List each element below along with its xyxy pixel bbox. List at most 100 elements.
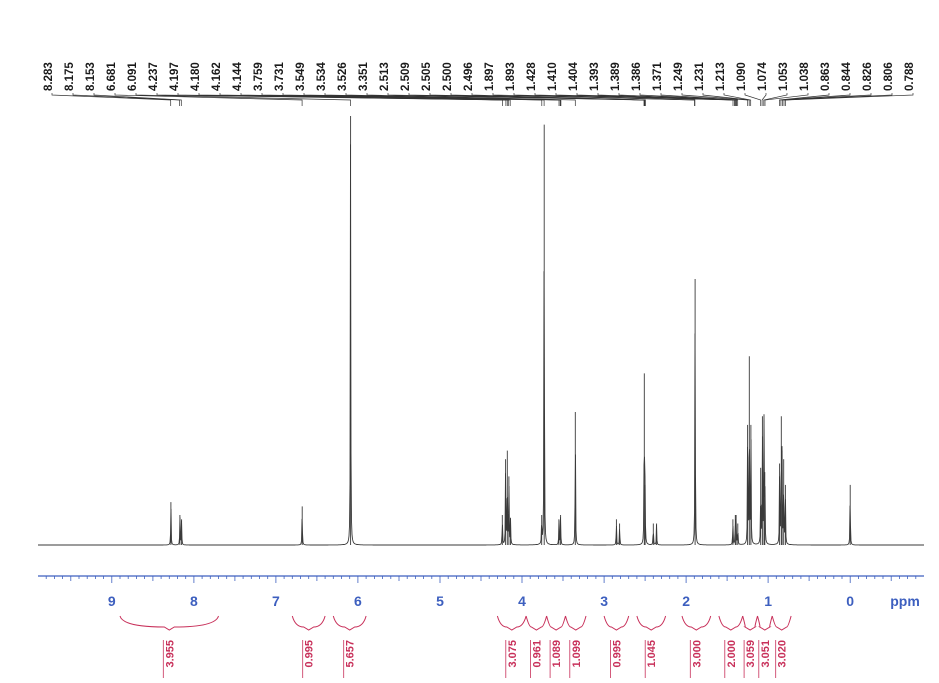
peak-label: 4.237 xyxy=(148,62,160,91)
peak-label: 4.180 xyxy=(190,62,202,91)
peak-label: 0.826 xyxy=(862,62,874,91)
peak-labels: 8.283 8.175 8.153 6.681 6.091 4.237 4.197 4.180… xyxy=(43,62,916,91)
integral-bracket xyxy=(718,615,744,631)
spectrum-line xyxy=(38,144,924,546)
x-axis-tick-label: 0 xyxy=(846,593,854,609)
peak-leader-line xyxy=(764,93,809,106)
peak-leader-line xyxy=(783,93,893,106)
peak-leader-line xyxy=(744,93,762,106)
peak-label: 1.213 xyxy=(715,62,727,91)
integral-bracket xyxy=(119,615,219,631)
peak-label: 1.090 xyxy=(736,62,748,91)
x-axis-tick-label: 7 xyxy=(272,593,280,609)
integral-bracket xyxy=(525,615,548,631)
integral-value: 3.075 xyxy=(507,640,519,668)
peak-leader-line xyxy=(72,93,180,106)
integral-value: 3.020 xyxy=(777,640,789,668)
peak-leader-line xyxy=(513,93,696,106)
peak-label: 2.513 xyxy=(379,62,391,91)
integral-value: 3.051 xyxy=(760,640,772,668)
peak-label: 2.496 xyxy=(463,62,475,91)
integral-value: 0.995 xyxy=(611,640,623,668)
peak-label: 3.534 xyxy=(316,62,328,91)
integrals: 3.955 0.995 5.657 3.075 0.961 1.089 1.099 0.995… xyxy=(119,615,792,678)
integral-value: 1.089 xyxy=(551,640,563,668)
integral-value: 0.995 xyxy=(304,640,316,668)
integral-bracket xyxy=(636,615,667,631)
integral-bracket xyxy=(757,615,773,631)
integral-value: 3.000 xyxy=(691,640,703,668)
integral-bracket xyxy=(742,615,758,631)
peak-leader-line xyxy=(779,93,830,106)
peak-leader-line xyxy=(639,93,737,106)
peak-label: 8.153 xyxy=(85,62,97,91)
peak-leader-line xyxy=(240,93,511,106)
peak-label: 3.549 xyxy=(295,62,307,91)
peak-label: 0.863 xyxy=(820,62,832,91)
peak-label: 3.526 xyxy=(337,62,349,91)
x-axis-tick-label: 9 xyxy=(108,593,116,609)
peak-label: 3.759 xyxy=(253,62,265,91)
peak-leader-line xyxy=(282,93,545,106)
peak-leader-line xyxy=(780,93,851,106)
x-axis-tick-label: 2 xyxy=(682,593,690,609)
peak-label: 1.410 xyxy=(547,62,559,91)
peak-label: 3.731 xyxy=(274,62,286,91)
integral-bracket xyxy=(681,615,712,631)
peak-leader-line xyxy=(345,93,562,106)
peak-label: 1.231 xyxy=(694,62,706,91)
peak-leader-line xyxy=(114,93,303,106)
integral-bracket xyxy=(546,615,566,631)
x-axis-unit-label: ppm xyxy=(890,593,920,609)
integral-bracket xyxy=(332,615,367,631)
peak-label: 1.053 xyxy=(778,62,790,91)
peak-label: 2.505 xyxy=(421,62,433,91)
spectrum-plot xyxy=(38,116,924,546)
x-axis-tick-label: 4 xyxy=(518,593,526,609)
peak-leader-line xyxy=(135,93,351,106)
peak-leader-line xyxy=(763,93,788,106)
peak-leader-line xyxy=(51,93,172,106)
peak-leader-line xyxy=(576,93,736,106)
x-axis-tick-label: 8 xyxy=(190,593,198,609)
peak-leader-line xyxy=(782,93,872,106)
peak-label: 1.897 xyxy=(484,62,496,91)
integral-bracket xyxy=(496,615,527,631)
peak-label: 1.371 xyxy=(652,62,664,91)
peak-label: 0.844 xyxy=(841,62,853,91)
peak-label: 1.893 xyxy=(505,62,517,91)
peak-label: 1.428 xyxy=(526,62,538,91)
peak-label: 0.788 xyxy=(904,62,916,91)
peak-label: 1.074 xyxy=(757,62,769,91)
peak-label: 6.681 xyxy=(106,62,118,91)
peak-leader-line xyxy=(93,93,182,106)
peak-label: 1.386 xyxy=(631,62,643,91)
integral-value: 0.961 xyxy=(531,640,543,668)
peak-leader-line xyxy=(660,93,739,106)
integral-value: 1.099 xyxy=(571,640,583,668)
integral-value: 5.657 xyxy=(345,640,357,668)
x-axis-tick-label: 1 xyxy=(764,593,772,609)
peak-leader-line xyxy=(723,93,752,106)
peak-label: 8.283 xyxy=(43,62,55,91)
integral-bracket xyxy=(771,615,792,631)
x-axis-tick-label: 5 xyxy=(436,593,444,609)
peak-leader-line xyxy=(366,93,576,106)
peak-leader-line xyxy=(761,93,767,106)
peak-leader-line xyxy=(471,93,646,106)
peak-label: 4.162 xyxy=(211,62,223,91)
x-axis-tick-label: 3 xyxy=(600,593,608,609)
x-axis: ppm 9 8 7 6 5 4 3 2 1 0 xyxy=(38,575,924,609)
integral-bracket xyxy=(291,615,326,631)
peak-label: 1.393 xyxy=(589,62,601,91)
peak-label: 6.091 xyxy=(127,62,139,91)
peak-label: 4.197 xyxy=(169,62,181,91)
peak-label: 3.351 xyxy=(358,62,370,91)
peak-leader-line xyxy=(785,93,914,106)
integral-value: 3.955 xyxy=(164,640,176,668)
peak-label: 4.144 xyxy=(232,62,244,91)
peak-leader-line xyxy=(681,93,749,106)
integral-value: 2.000 xyxy=(726,640,738,668)
peak-leader-line xyxy=(702,93,750,106)
